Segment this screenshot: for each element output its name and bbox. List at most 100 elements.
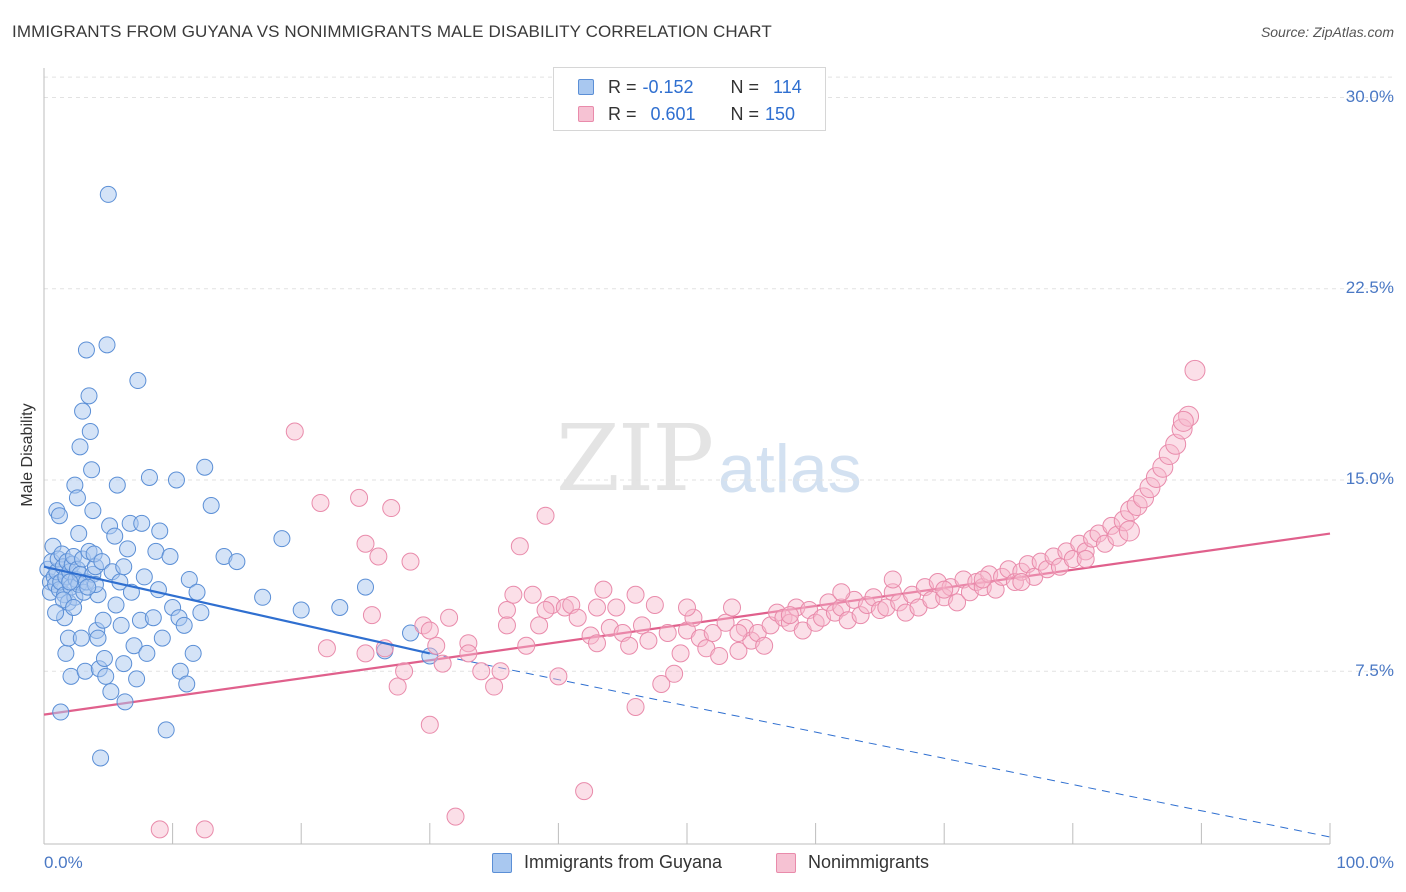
- nonimmigrant-point: [607, 598, 626, 617]
- nonimmigrant-point: [935, 580, 954, 599]
- nonimmigrant-point: [440, 608, 459, 627]
- y-tick-label: 22.5%: [1345, 278, 1394, 297]
- immigrant-point: [157, 721, 175, 739]
- source-label: Source: ZipAtlas.com: [1260, 24, 1394, 40]
- nonimmigrant-point: [549, 667, 568, 686]
- nonimmigrant-point: [1139, 477, 1161, 499]
- nonimmigrant-point: [729, 641, 748, 660]
- nonimmigrant-point: [433, 654, 452, 673]
- nonimmigrant-point: [632, 616, 651, 635]
- y-tick-label: 30.0%: [1345, 87, 1394, 106]
- immigrant-point: [228, 553, 246, 571]
- nonimmigrant-point: [369, 547, 388, 566]
- nonimmigrant-point: [723, 598, 742, 617]
- nonimmigrant-point: [716, 613, 735, 632]
- immigrant-point: [175, 616, 193, 634]
- immigrant-point: [57, 644, 75, 662]
- nonimmigrant-point: [420, 715, 439, 734]
- nonimmigrant-point: [311, 493, 330, 512]
- nonimmigrant-point: [388, 677, 407, 696]
- immigrant-point: [125, 637, 143, 655]
- immigrant-point: [68, 489, 86, 507]
- nonimmigrant-point: [195, 820, 214, 839]
- nonimmigrant-point: [665, 664, 684, 683]
- legend-row-immigrants: R = -0.152 N = 114: [578, 75, 802, 99]
- nonimmigrant-point: [587, 634, 606, 653]
- y-tick-label: 7.5%: [1355, 661, 1394, 680]
- immigrant-point: [167, 471, 185, 489]
- nonimmigrant-point: [1145, 466, 1167, 488]
- legend-row-nonimmigrants: R = 0.601 N = 150: [578, 102, 795, 126]
- legend-swatch-blue: [578, 79, 594, 95]
- nonimmigrant-point: [1012, 573, 1031, 591]
- bottom-legend-immigrants[interactable]: Immigrants from Guyana: [492, 852, 722, 873]
- immigrant-point: [254, 588, 272, 606]
- immigrant-point: [74, 402, 92, 420]
- nonimmigrant-point: [510, 537, 529, 556]
- immigrant-point: [192, 604, 210, 622]
- nonimmigrant-point: [594, 580, 613, 599]
- nonimmigrant-point: [626, 585, 645, 604]
- nonimmigrant-point: [356, 534, 375, 553]
- chart-title: IMMIGRANTS FROM GUYANA VS NONIMMIGRANTS …: [12, 22, 772, 41]
- nonimmigrant-point: [851, 606, 870, 625]
- nonimmigrant-point: [645, 595, 664, 614]
- nonimmigrant-point: [973, 570, 992, 589]
- immigrant-point: [81, 423, 99, 441]
- immigrant-point: [80, 387, 98, 405]
- nonimmigrant-point: [285, 422, 304, 441]
- nonimmigrant-point: [317, 639, 336, 658]
- nonimmigrant-point: [459, 644, 478, 663]
- nonimmigrant-point: [401, 552, 420, 571]
- bottom-legend-nonimmigrants[interactable]: Nonimmigrants: [776, 852, 929, 873]
- immigrant-point: [50, 507, 68, 525]
- immigrant-point: [95, 650, 113, 667]
- legend-swatch-blue: [492, 852, 512, 873]
- nonimmigrant-point: [639, 631, 658, 650]
- immigrant-point: [140, 468, 158, 486]
- legend-label-immigrants: Immigrants from Guyana: [524, 852, 723, 872]
- immigrant-point: [65, 599, 83, 616]
- nonimmigrant-point: [497, 601, 516, 620]
- immigrant-point: [94, 611, 112, 629]
- immigrant-point: [72, 629, 90, 647]
- watermark-zip: ZIP: [556, 405, 714, 512]
- immigrant-point: [71, 438, 89, 456]
- immigrant-point: [331, 599, 349, 616]
- correlation-legend: R = -0.152 N = 114 R = 0.601 N = 150: [553, 67, 826, 131]
- trend-line-nonimmigrants: [43, 532, 1331, 716]
- immigrant-point: [98, 336, 116, 354]
- watermark-atlas: atlas: [718, 431, 862, 507]
- nonimmigrant-point: [472, 662, 491, 681]
- nonimmigrant-point: [536, 506, 555, 525]
- immigrant-point: [70, 525, 88, 543]
- immigrant-point: [129, 372, 147, 390]
- nonimmigrant-point: [504, 585, 523, 604]
- immigrant-point: [76, 662, 94, 680]
- nonimmigrant-point: [581, 626, 600, 645]
- nonimmigrant-point: [150, 820, 169, 839]
- nonimmigrant-point: [780, 606, 799, 625]
- y-tick-label: 15.0%: [1345, 469, 1394, 488]
- immigrant-point: [93, 553, 111, 571]
- series-immigrants-points: [39, 185, 439, 767]
- immigrant-point: [151, 522, 169, 540]
- nonimmigrant-point: [948, 593, 967, 612]
- nonimmigrant-point: [568, 608, 587, 627]
- immigrant-point: [402, 624, 420, 642]
- immigrant-point: [106, 527, 124, 545]
- immigrant-point: [128, 670, 146, 688]
- immigrant-point: [149, 581, 167, 599]
- nonimmigrant-point: [350, 488, 369, 507]
- nonimmigrant-point: [652, 675, 671, 693]
- immigrant-point: [84, 502, 102, 520]
- immigrant-point: [108, 476, 126, 494]
- immigrant-point: [97, 667, 115, 685]
- legend-r-label: R =: [608, 76, 637, 97]
- nonimmigrant-point: [1118, 520, 1140, 542]
- legend-r-label: R =: [608, 103, 637, 124]
- nonimmigrant-point: [395, 662, 414, 681]
- immigrant-point: [202, 497, 220, 514]
- legend-r-value: -0.152: [642, 76, 694, 97]
